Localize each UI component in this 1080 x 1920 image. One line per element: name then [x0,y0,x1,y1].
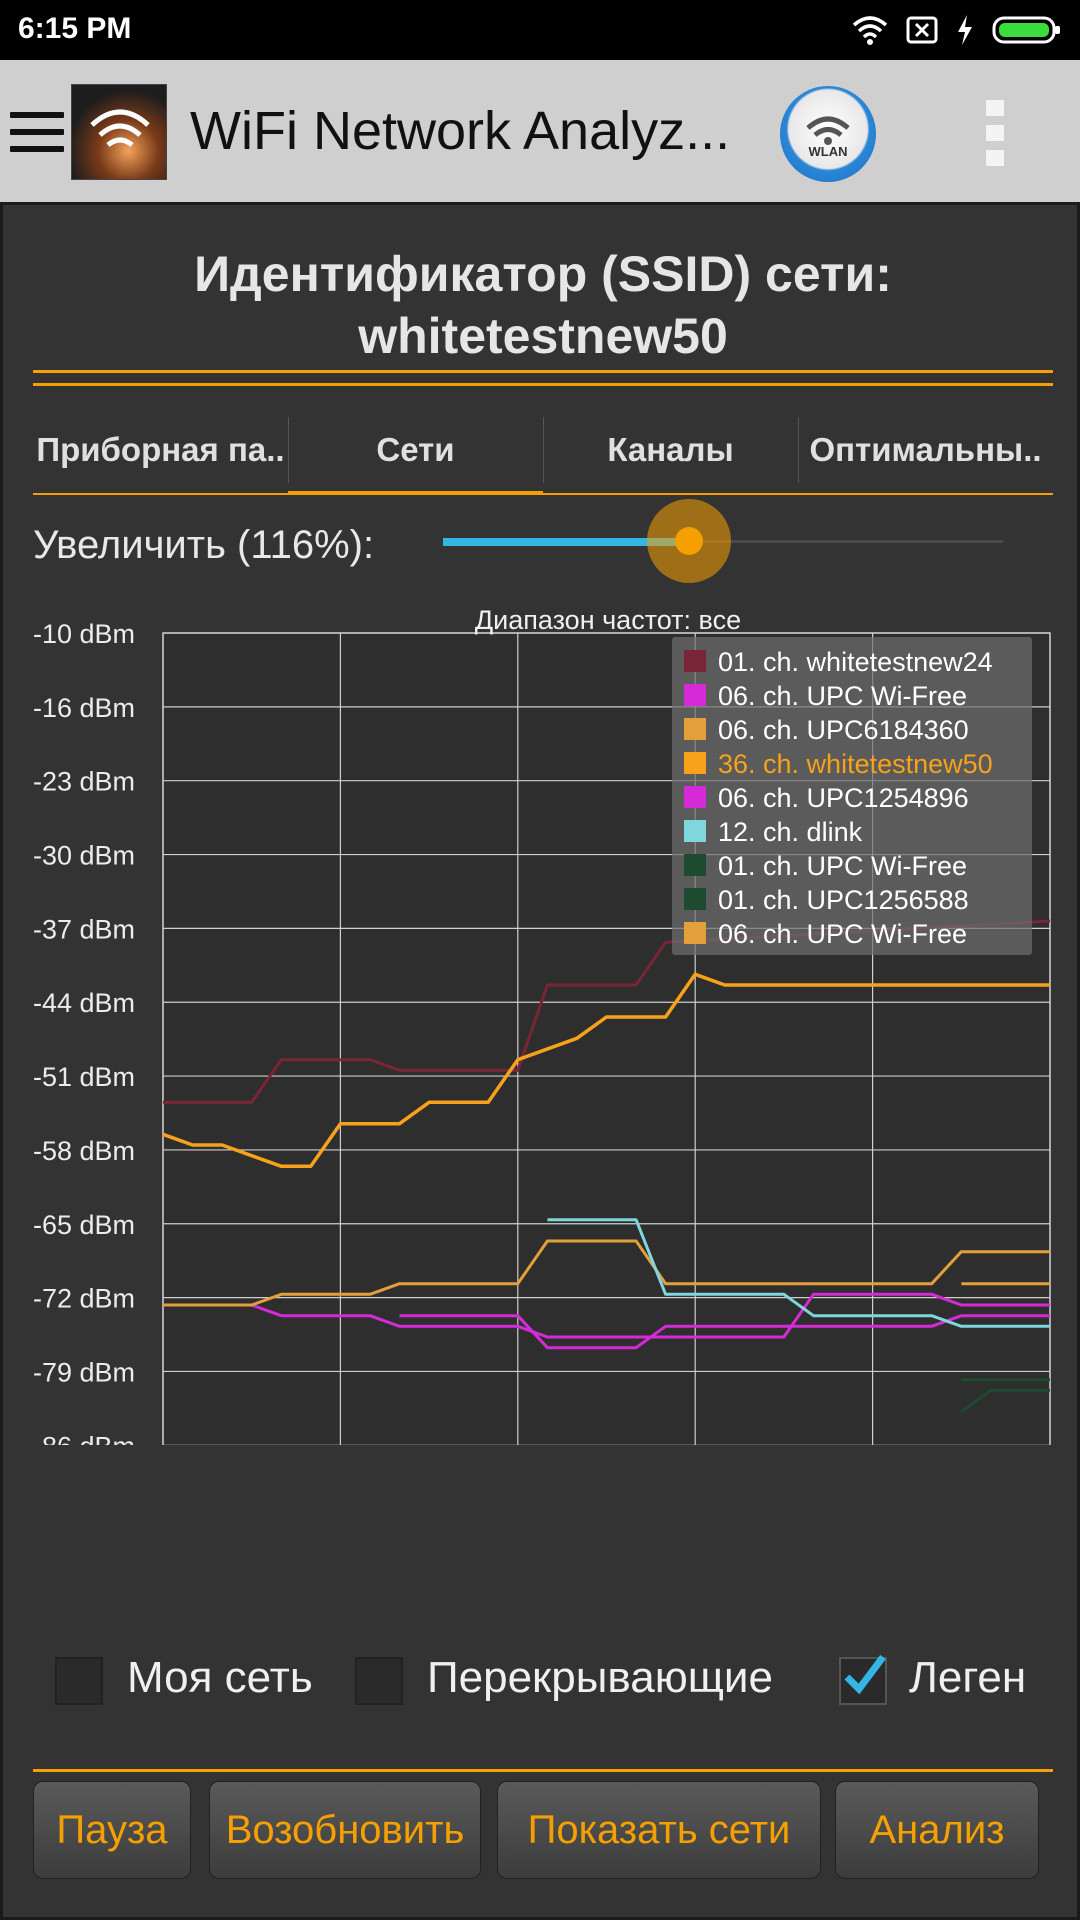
ssid-title: Идентификатор (SSID) сети: whitetestnew5… [3,243,1080,367]
legend-swatch [684,820,706,842]
y-tick-label: -44 dBm [33,988,135,1018]
app-bar: WiFi Network Analyz... WLAN [0,60,1080,202]
series-line-5 [163,1239,1050,1307]
show-networks-button[interactable]: Показать сети [497,1781,821,1879]
y-tick-label: -72 dBm [33,1284,135,1314]
y-tick-label: -16 dBm [33,693,135,723]
y-tick-label: -79 dBm [33,1357,135,1387]
series-line-2 [162,972,1050,1169]
tab-bar: Приборная па.. Сети Каналы Оптимальны.. [33,405,1053,495]
my-network-label: Моя сеть [127,1653,313,1702]
y-tick-label: -10 dBm [33,619,135,649]
y-tick-label: -65 dBm [33,1210,135,1240]
my-network-checkbox[interactable] [55,1657,103,1705]
no-sim-icon [906,16,938,44]
wlan-label: WLAN [808,144,848,159]
wifi-icon [852,16,888,45]
tab-optimal[interactable]: Оптимальны.. [798,405,1053,495]
chart-title: Диапазон частот: все [475,605,741,635]
tab-networks-label: Сети [376,431,455,468]
legend-entry: 06. ch. UPC Wi-Free [718,919,967,949]
ssid-label: Идентификатор (SSID) сети: [194,246,892,302]
legend-swatch [684,922,706,944]
ssid-value: whitetestnew50 [358,308,728,364]
legend-box [672,637,1032,955]
legend-checkbox[interactable] [839,1654,887,1705]
legend-entry: 06. ch. UPC1254896 [718,783,969,813]
tab-channels[interactable]: Каналы [543,405,798,495]
legend-entry: 06. ch. UPC Wi-Free [718,681,967,711]
battery-icon [992,16,1060,44]
series-line-7 [547,1218,1050,1328]
resume-button[interactable]: Возобновить [209,1781,481,1879]
zoom-slider-fill [443,538,690,546]
charging-icon [958,15,972,45]
legend-entry: 01. ch. UPC1256588 [718,885,969,915]
wlan-icon[interactable]: WLAN [780,86,876,182]
tab-networks[interactable]: Сети [288,405,543,495]
app-title: WiFi Network Analyz... [190,101,731,161]
legend-swatch [684,752,706,774]
zoom-slider-thumb[interactable] [647,499,732,583]
tab-optimal-label: Оптимальны.. [809,431,1042,468]
tab-channels-label: Каналы [607,431,734,468]
signal-chart-svg: -10 dBm -16 dBm -23 dBm -30 dBm -37 dBm -44 d… [33,605,1051,1445]
status-time: 6:15 PM [18,12,132,45]
legend-swatch [684,854,706,876]
tab-dashboard[interactable]: Приборная па.. [33,405,288,495]
legend-swatch [684,718,706,740]
check-icon [844,1654,886,1695]
legend-swatch [684,650,706,672]
pause-button[interactable]: Пауза [33,1781,191,1879]
overflow-menu-icon[interactable] [986,100,1006,170]
y-tick-label: -30 dBm [33,841,135,871]
app-logo [71,84,167,180]
legend-entry: 36. ch. whitetestnew50 [718,749,993,779]
series-line-1 [163,919,1051,1104]
main-panel: Идентификатор (SSID) сети: whitetestnew5… [0,202,1080,1920]
menu-icon[interactable] [10,112,64,152]
legend-swatch [684,888,706,910]
y-tick-label: -37 dBm [33,914,135,944]
tab-dashboard-label: Приборная па.. [36,431,285,468]
legend-entry: 01. ch. whitetestnew24 [718,647,993,677]
overlapping-checkbox[interactable] [355,1657,403,1705]
status-bar: 6:15 PM [0,0,1080,60]
y-tick-label: -58 dBm [33,1136,135,1166]
options-row: Моя сеть Перекрывающие Леген [3,1645,1080,1715]
legend-label: Леген [909,1653,1027,1702]
series-line-8 [960,1388,1050,1413]
legend-entry: 01. ch. UPC Wi-Free [718,851,967,881]
legend-entry: 06. ch. UPC6184360 [718,715,969,745]
status-icons [852,10,1062,50]
signal-chart: -10 dBm -16 dBm -23 dBm -30 dBm -37 dBm -44 d… [3,595,1080,1445]
wlan-wifi-icon [806,116,850,145]
analyze-button[interactable]: Анализ [835,1781,1039,1879]
series-line-4 [399,1314,1050,1350]
y-tick-label: -86 dBm [33,1431,135,1445]
divider-bottom [33,1769,1053,1772]
divider-top [33,370,1053,373]
legend-swatch [684,786,706,808]
wifi-hand-icon [90,109,150,148]
y-tick-label: -23 dBm [33,767,135,797]
legend-entry: 12. ch. dlink [718,817,863,847]
divider-top-2 [33,383,1053,386]
overlapping-label: Перекрывающие [427,1653,773,1702]
legend-swatch [684,684,706,706]
zoom-label: Увеличить (116%): [33,523,375,567]
y-tick-label: -51 dBm [33,1062,135,1092]
